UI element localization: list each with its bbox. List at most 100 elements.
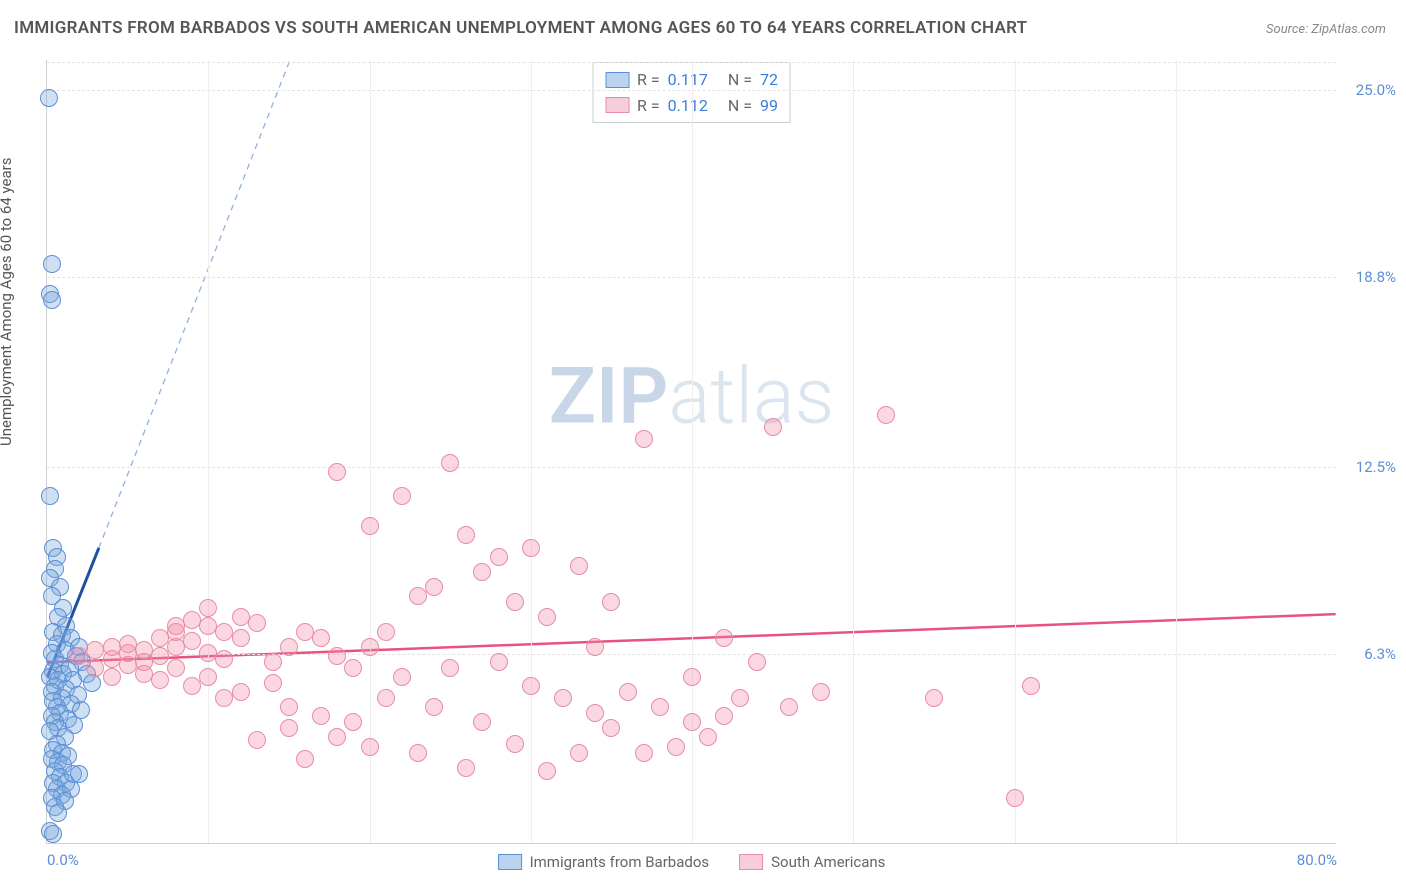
data-point [635,744,653,762]
data-point [344,659,362,677]
data-point [328,463,346,481]
data-point [151,671,169,689]
y-axis-label: Unemployment Among Ages 60 to 64 years [0,158,15,446]
y-tick-label: 25.0% [1356,81,1396,99]
chart-title: IMMIGRANTS FROM BARBADOS VS SOUTH AMERIC… [14,18,1027,38]
x-tick-label: 0.0% [47,851,79,869]
data-point [232,629,250,647]
data-point [167,659,185,677]
data-point [715,629,733,647]
data-point [635,430,653,448]
data-point [473,563,491,581]
data-point [925,689,943,707]
legend-item: Immigrants from Barbados [498,853,710,871]
data-point [199,599,217,617]
data-point [586,704,604,722]
gridline-vertical [370,60,371,843]
source-label: Source: ZipAtlas.com [1266,22,1386,37]
x-tick-label: 80.0% [1297,851,1337,869]
legend-swatch [739,854,763,870]
data-point [83,674,101,692]
data-point [602,719,620,737]
gridline-vertical [853,60,854,843]
data-point [264,653,282,671]
data-point [151,647,169,665]
data-point [619,683,637,701]
data-point [183,677,201,695]
data-point [780,698,798,716]
data-point [40,89,58,107]
data-point [280,638,298,656]
gridline-vertical [208,60,209,843]
legend-series: Immigrants from Barbados South Americans [498,853,886,871]
data-point [602,593,620,611]
data-point [280,698,298,716]
data-point [43,291,61,309]
gridline-vertical [1015,60,1016,843]
data-point [425,578,443,596]
data-point [296,750,314,768]
data-point [409,587,427,605]
data-point [731,689,749,707]
data-point [570,744,588,762]
data-point [877,406,895,424]
data-point [328,647,346,665]
data-point [393,487,411,505]
data-point [377,689,395,707]
data-point [344,713,362,731]
y-tick-label: 6.3% [1364,645,1396,663]
data-point [409,744,427,762]
data-point [215,650,233,668]
data-point [441,659,459,677]
data-point [457,526,475,544]
legend-swatch [605,97,629,113]
data-point [441,454,459,472]
data-point [361,738,379,756]
data-point [651,698,669,716]
data-point [1022,677,1040,695]
data-point [522,539,540,557]
data-point [377,623,395,641]
data-point [393,668,411,686]
gridline-vertical [531,60,532,843]
data-point [361,517,379,535]
data-point [43,255,61,273]
legend-swatch [605,72,629,88]
data-point [764,418,782,436]
data-point [425,698,443,716]
legend-item: South Americans [739,853,885,871]
data-point [473,713,491,731]
data-point [683,713,701,731]
data-point [312,629,330,647]
data-point [264,674,282,692]
data-point [715,707,733,725]
data-point [41,487,59,505]
data-point [490,653,508,671]
data-point [538,608,556,626]
data-point [248,731,266,749]
data-point [44,825,62,843]
y-tick-label: 18.8% [1356,268,1396,286]
data-point [667,738,685,756]
data-point [490,548,508,566]
y-tick-label: 12.5% [1356,458,1396,476]
data-point [586,638,604,656]
data-point [70,765,88,783]
legend-swatch [498,854,522,870]
data-point [748,653,766,671]
data-point [570,557,588,575]
data-point [361,638,379,656]
data-point [312,707,330,725]
data-point [538,762,556,780]
data-point [183,632,201,650]
data-point [248,614,266,632]
data-point [522,677,540,695]
scatter-plot: ZIPatlas R = 0.117N = 72R = 0.112N = 99 … [46,60,1336,844]
data-point [683,668,701,686]
data-point [103,668,121,686]
data-point [232,683,250,701]
data-point [199,668,217,686]
data-point [812,683,830,701]
data-point [506,593,524,611]
data-point [506,735,524,753]
